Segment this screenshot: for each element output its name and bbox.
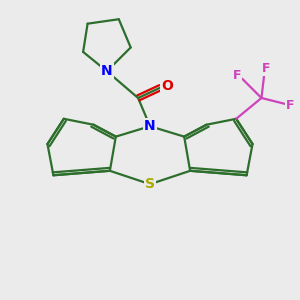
- Text: F: F: [232, 69, 241, 82]
- Text: N: N: [144, 119, 156, 133]
- Text: N: N: [101, 64, 113, 78]
- Text: F: F: [286, 99, 295, 112]
- Text: S: S: [145, 177, 155, 191]
- Text: O: O: [161, 79, 173, 93]
- Text: F: F: [262, 62, 270, 75]
